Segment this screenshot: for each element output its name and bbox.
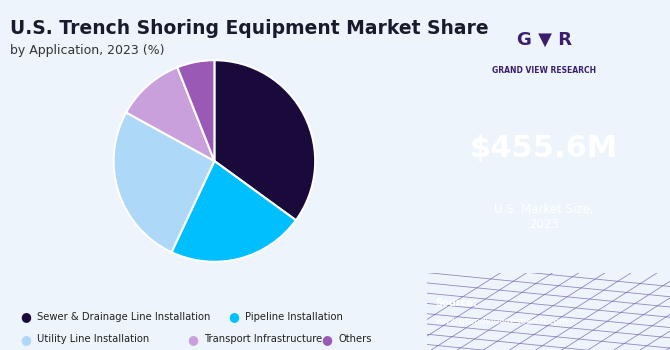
Text: ●: ●	[20, 333, 31, 346]
Text: Pipeline Installation: Pipeline Installation	[245, 312, 342, 322]
Text: www.grandviewresearch.com: www.grandviewresearch.com	[436, 317, 568, 327]
Text: U.S. Market Size,
2023: U.S. Market Size, 2023	[494, 203, 594, 231]
Text: Others: Others	[338, 335, 372, 344]
Wedge shape	[126, 67, 214, 161]
Text: G ▼ R: G ▼ R	[517, 31, 572, 49]
Text: ●: ●	[228, 310, 239, 323]
Text: by Application, 2023 (%): by Application, 2023 (%)	[10, 44, 165, 57]
Text: Utility Line Installation: Utility Line Installation	[37, 335, 149, 344]
Wedge shape	[172, 161, 296, 262]
Text: Source:: Source:	[436, 298, 478, 308]
Text: U.S. Trench Shoring Equipment Market Share: U.S. Trench Shoring Equipment Market Sha…	[10, 19, 488, 38]
Wedge shape	[178, 60, 214, 161]
Text: $455.6M: $455.6M	[470, 134, 618, 163]
Text: Transport Infrastructure: Transport Infrastructure	[204, 335, 322, 344]
Wedge shape	[214, 60, 315, 220]
Text: GRAND VIEW RESEARCH: GRAND VIEW RESEARCH	[492, 66, 596, 75]
Text: ●: ●	[322, 333, 332, 346]
Text: Sewer & Drainage Line Installation: Sewer & Drainage Line Installation	[37, 312, 210, 322]
Wedge shape	[114, 112, 214, 252]
Text: ●: ●	[20, 310, 31, 323]
Text: ●: ●	[188, 333, 198, 346]
